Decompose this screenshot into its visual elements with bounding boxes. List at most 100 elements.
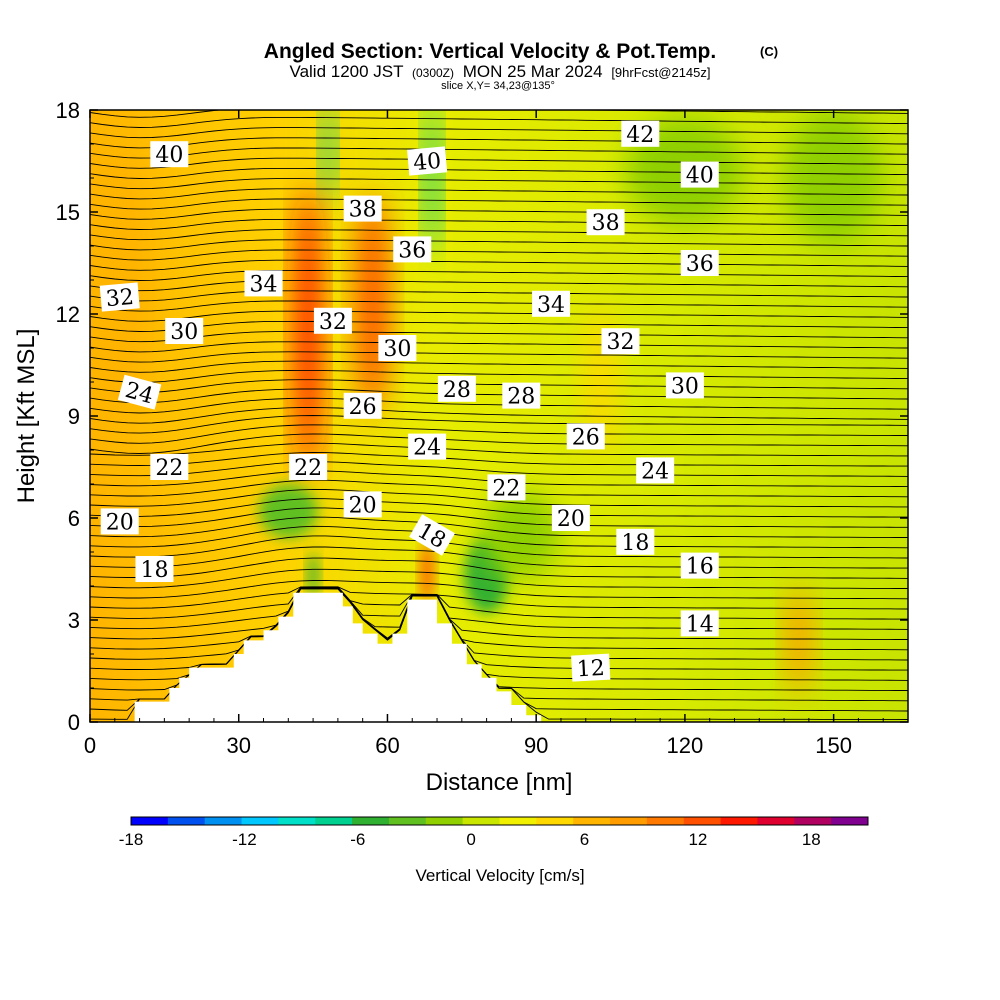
isentrope-line <box>90 397 908 414</box>
colorbar-tick-label: 6 <box>580 830 589 849</box>
subtitle-fcst: [9hrFcst@2145z] <box>611 65 710 80</box>
x-tick-label: 60 <box>375 733 399 758</box>
contour-label-box <box>100 508 139 535</box>
contour-label: 26 <box>566 423 605 450</box>
contour-label-box <box>135 556 174 582</box>
contour-label-box <box>680 552 719 579</box>
contour-label-box <box>165 318 204 344</box>
isentrope-line <box>90 379 908 394</box>
contour-label: 36 <box>393 236 432 263</box>
isentrope-line <box>90 331 908 343</box>
isentrope-line <box>90 97 908 107</box>
colorbar-swatch <box>573 817 611 825</box>
x-tick-label: 30 <box>226 733 250 758</box>
contour-label-text: 34 <box>250 272 278 297</box>
contour-label-text: 18 <box>140 558 168 583</box>
contour-label-text: 24 <box>413 436 441 461</box>
velocity-feature <box>356 194 389 413</box>
contour-label-text: 28 <box>443 378 471 403</box>
contour-label-box <box>616 528 655 555</box>
velocity-feature <box>308 552 319 600</box>
x-tick-label: 90 <box>524 733 548 758</box>
contour-label: 20 <box>100 508 139 535</box>
isentrope-line <box>90 546 908 569</box>
contour-label-box <box>551 505 590 531</box>
colorbar-frame <box>130 816 869 826</box>
contour-label-box <box>409 514 456 556</box>
contour-label: 16 <box>680 552 719 580</box>
colorbar-swatch <box>610 817 648 825</box>
contour-label-text: 34 <box>537 293 565 318</box>
colorbar-swatch <box>831 817 869 825</box>
contour-label: 22 <box>487 474 526 501</box>
colorbar-swatch <box>204 817 243 825</box>
subtitle-valid: Valid 1200 JST <box>290 62 404 81</box>
contour-label: 24 <box>408 433 447 461</box>
velocity-feature <box>295 188 321 474</box>
colorbar-label: Vertical Velocity [cm/s] <box>415 866 584 885</box>
isentrope-line <box>90 424 908 444</box>
colorbar-swatch <box>241 817 279 825</box>
chart-title-units: (C) <box>760 44 778 59</box>
colorbar-tick-label: 12 <box>688 830 707 849</box>
isentrope-line <box>90 280 908 292</box>
contour-label-text: 30 <box>170 320 198 345</box>
contour-label-text: 38 <box>592 211 620 236</box>
contour-label-box <box>502 382 541 409</box>
isentrope-line <box>90 557 908 579</box>
isentrope-line <box>90 239 908 251</box>
y-tick-label: 15 <box>56 200 80 225</box>
contour-label-text: 22 <box>492 476 520 501</box>
colorbar-swatch <box>683 817 722 825</box>
isentrope-line <box>90 127 908 139</box>
contour-label: 18 <box>616 528 655 556</box>
contour-label-box <box>289 454 328 480</box>
colorbar-swatch <box>278 817 316 825</box>
contour-label-box <box>343 195 382 222</box>
contour-label-text: 32 <box>319 310 347 335</box>
isentrope-line <box>90 452 908 467</box>
contour-label: 24 <box>636 457 675 484</box>
isentrope-line <box>90 407 908 424</box>
colorbar-swatch <box>757 817 795 825</box>
contour-label-text: 36 <box>398 238 426 263</box>
isentrope-line <box>90 461 908 477</box>
isentrope-line <box>90 360 908 373</box>
plot-area: 42 40 40 40 38 38 36 36 34 34 32 32 32 30 30 30 28 28 26 26… <box>90 97 908 722</box>
colorbar-swatch <box>499 817 537 825</box>
isentrope-line <box>90 579 908 600</box>
contour-label-box <box>408 433 447 460</box>
contour-label-text: 14 <box>686 612 714 637</box>
isentrope-line <box>90 488 908 508</box>
isentrope-line <box>90 229 908 241</box>
contour-label: 22 <box>289 454 328 481</box>
contour-label-text: 42 <box>626 123 654 148</box>
contour-label-text: 36 <box>686 252 714 277</box>
isentrope-line <box>90 516 908 538</box>
contour-label-box <box>487 474 526 501</box>
isentrope-line <box>90 587 908 671</box>
contour-label: 28 <box>502 382 541 410</box>
contour-label: 32 <box>601 328 640 355</box>
contour-label-text: 22 <box>294 456 322 481</box>
contour-label-text: 20 <box>349 493 377 518</box>
isentrope-line <box>90 586 908 610</box>
x-axis-label: Distance [nm] <box>426 769 573 796</box>
isentrope-line <box>90 137 908 149</box>
contour-label-box <box>393 236 432 263</box>
contour-label-box <box>150 454 189 480</box>
contour-label: 40 <box>150 141 189 168</box>
isentrope-line <box>90 259 908 271</box>
isentrope-line <box>90 388 908 404</box>
velocity-field-background <box>90 110 908 722</box>
colorbar-swatch <box>462 817 500 825</box>
isentrope-line <box>90 341 908 353</box>
isentrope-line <box>90 116 908 128</box>
contour-label-text: 22 <box>155 456 183 481</box>
contour-label: 38 <box>586 209 625 236</box>
contour-label: 30 <box>665 372 704 399</box>
contour-label-text: 40 <box>155 143 183 168</box>
isentrope-line <box>90 320 908 332</box>
contour-label-box <box>343 491 382 518</box>
contour-label-text: 20 <box>106 510 134 535</box>
